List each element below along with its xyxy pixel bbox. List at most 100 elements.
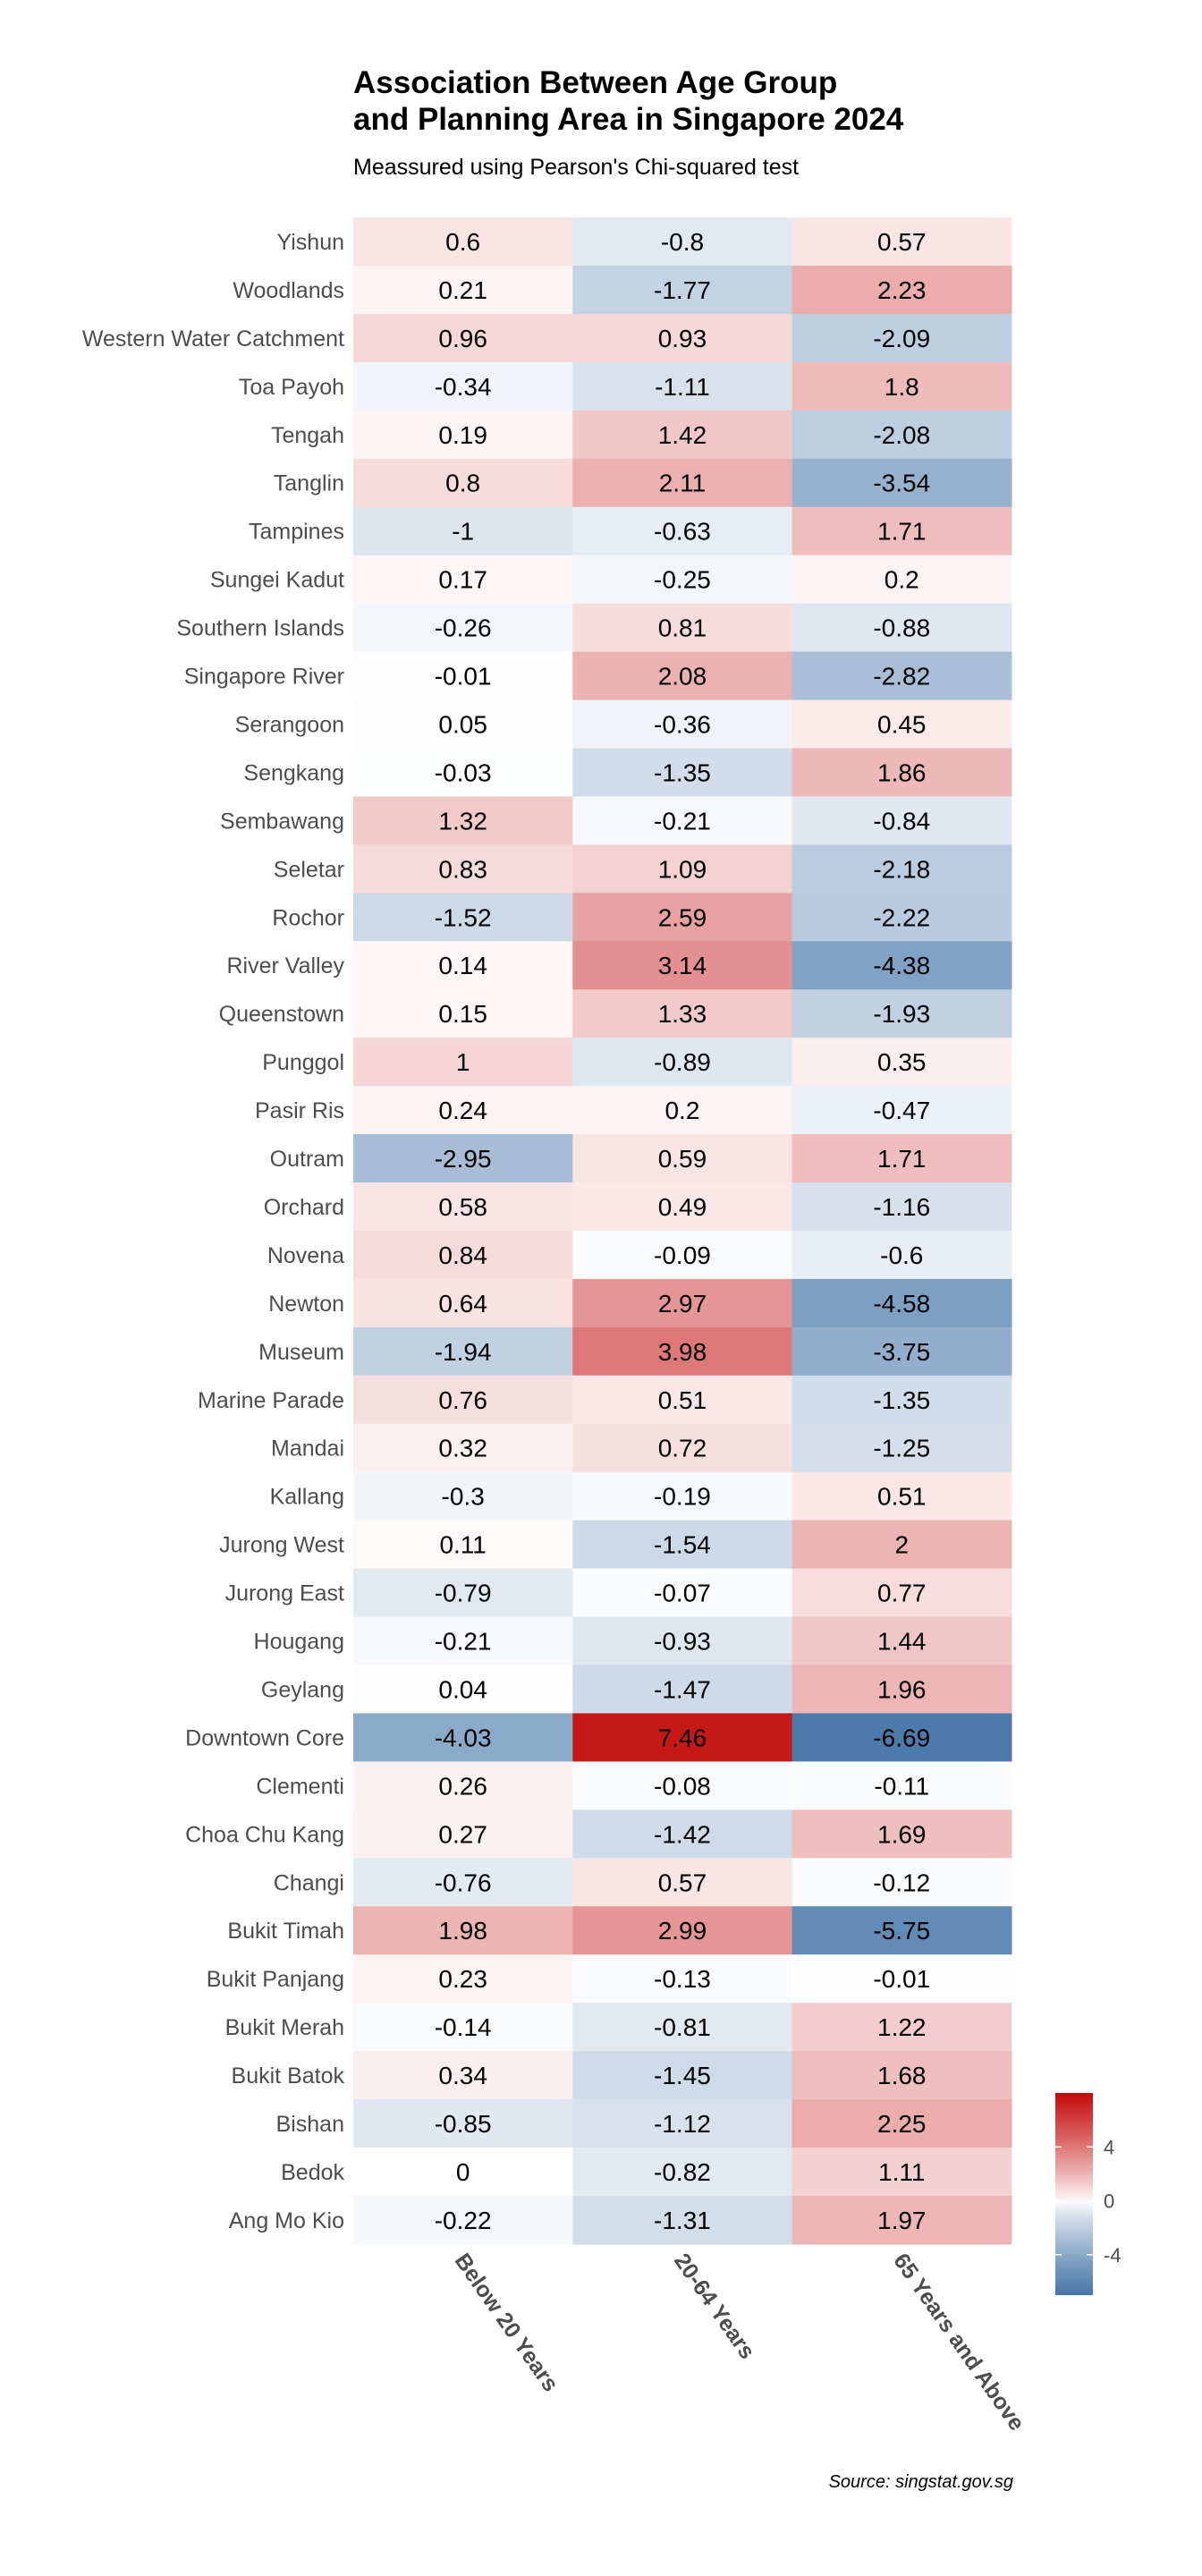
- heatmap-cell: [572, 410, 793, 460]
- cell-value-label: 0.96: [438, 325, 487, 352]
- cell-value-label: 0.77: [877, 1580, 927, 1607]
- cell-value-label: -1.47: [654, 1675, 711, 1703]
- cell-value-label: -0.26: [435, 614, 492, 642]
- y-tick-label: Seletar: [274, 857, 344, 882]
- cell-value-label: -0.25: [654, 566, 711, 594]
- heatmap-cell: [572, 361, 793, 411]
- cell-value-label: -0.81: [654, 2013, 711, 2041]
- heatmap-cell: [791, 1278, 1012, 1328]
- y-axis-tick-labels: Yishun Woodlands Western Water Catchment To…: [82, 230, 345, 2233]
- cell-value-label: -1.94: [435, 1338, 492, 1366]
- y-tick-label: Bukit Merah: [225, 2015, 344, 2040]
- cell-value-label: 2.59: [658, 903, 707, 931]
- cell-value-label: -0.76: [435, 1868, 492, 1896]
- heatmap-cell: [353, 1230, 573, 1280]
- cell-value-label: 0.6: [445, 228, 480, 256]
- cell-value-label: -0.11: [874, 1772, 929, 1800]
- cell-value-label: -1.45: [654, 2062, 711, 2089]
- cell-value-label: -1.52: [435, 903, 492, 931]
- cell-value-label: -3.75: [873, 1338, 930, 1366]
- y-tick-label: Outram: [270, 1147, 344, 1172]
- cell-value-label: 0: [456, 2158, 470, 2186]
- heatmap-cell: [572, 1230, 793, 1280]
- heatmap-cell: [572, 555, 793, 605]
- heatmap-cell: [572, 265, 793, 315]
- heatmap-cells: [353, 217, 1012, 2245]
- heatmap-cell: [572, 2195, 793, 2245]
- heatmap-cell: [791, 2051, 1012, 2100]
- cell-value-label: 1.44: [877, 1628, 927, 1656]
- cell-value-label: 0.81: [658, 614, 707, 642]
- cell-value-label: -0.07: [654, 1580, 711, 1607]
- heatmap-cell: [791, 1665, 1012, 1715]
- heatmap-cell: [791, 2195, 1012, 2245]
- cell-value-label: -0.85: [435, 2110, 492, 2138]
- y-tick-label: Hougang: [254, 1630, 344, 1655]
- chart-subtitle: Meassured using Pearson's Chi-squared te…: [353, 155, 800, 180]
- y-tick-label: Queenstown: [219, 1002, 344, 1027]
- y-tick-label: Jurong West: [219, 1533, 344, 1558]
- heatmap-cell: [791, 989, 1012, 1038]
- x-axis-tick-labels: Below 20 Years 20-64 Years 65 Years and Ab…: [450, 2249, 1029, 2436]
- heatmap-cell: [791, 651, 1012, 701]
- heatmap-cell: [353, 941, 573, 990]
- y-tick-label: Downtown Core: [185, 1725, 344, 1750]
- legend-tick-label: -4: [1104, 2244, 1122, 2267]
- cell-value-label: -0.84: [873, 807, 930, 835]
- heatmap-cell: [572, 1375, 793, 1425]
- heatmap-cell: [791, 941, 1012, 990]
- heatmap-cell: [791, 1616, 1012, 1666]
- cell-value-label: -0.79: [435, 1580, 492, 1607]
- heatmap-cell: [791, 1375, 1012, 1425]
- y-tick-label: Singapore River: [184, 665, 344, 690]
- cell-value-label: -0.3: [442, 1483, 485, 1511]
- heatmap-cell: [572, 796, 793, 845]
- cell-value-label: -1.12: [654, 2110, 711, 2138]
- heatmap-cell: [791, 1038, 1012, 1087]
- cell-value-label: 0.57: [877, 228, 927, 256]
- cell-value-label: -2.22: [873, 903, 930, 931]
- heatmap-cell: [353, 1182, 573, 1232]
- cell-value-label: 0.24: [438, 1097, 487, 1124]
- cell-value-label: -0.08: [654, 1772, 711, 1800]
- heatmap-cell: [791, 1906, 1012, 1955]
- cell-value-label: 0.32: [438, 1435, 487, 1462]
- y-tick-label: Southern Islands: [176, 616, 344, 641]
- y-tick-label: Marine Parade: [198, 1388, 344, 1413]
- y-tick-label: Sembawang: [220, 809, 344, 834]
- cell-value-label: 0.64: [438, 1290, 487, 1318]
- cell-value-label: 2.23: [877, 276, 927, 304]
- heatmap-cell: [572, 1713, 793, 1762]
- cell-value-label: 0.19: [438, 421, 487, 449]
- heatmap-cell: [791, 699, 1012, 750]
- cell-value-label: -1.16: [873, 1193, 930, 1221]
- cell-value-label: 0.2: [885, 566, 919, 594]
- cell-value-label: -0.93: [654, 1628, 711, 1656]
- cell-value-label: 7.46: [658, 1724, 707, 1751]
- heatmap-cell: [572, 1520, 793, 1570]
- heatmap-cell: [791, 1858, 1012, 1907]
- heatmap-cell: [572, 1278, 793, 1328]
- heatmap-cell: [353, 1858, 573, 1907]
- heatmap-cell: [572, 1326, 793, 1377]
- cell-value-label: 0.17: [438, 566, 487, 594]
- heatmap-cell: [353, 1809, 573, 1859]
- heatmap-cell: [791, 1086, 1012, 1135]
- cell-value-label: 1.22: [877, 2013, 927, 2041]
- heatmap-cell: [572, 1134, 793, 1183]
- cell-value-label: 0.93: [658, 325, 707, 352]
- cell-value-label: 0.76: [438, 1386, 487, 1414]
- heatmap-cell: [353, 1278, 573, 1328]
- cell-value-label: -0.09: [654, 1241, 711, 1269]
- legend-tick-label: 0: [1104, 2190, 1114, 2213]
- cell-value-label: -1.31: [654, 2207, 711, 2234]
- cell-value-label: -0.21: [654, 807, 711, 835]
- cell-value-label: 1.96: [877, 1675, 927, 1703]
- heatmap-cell: [353, 1375, 573, 1425]
- heatmap-cell: [572, 989, 793, 1038]
- cell-value-label: -0.34: [435, 373, 492, 401]
- cell-value-label: 1.32: [438, 807, 487, 835]
- heatmap-cell: [353, 989, 573, 1038]
- heatmap-cell: [572, 313, 793, 363]
